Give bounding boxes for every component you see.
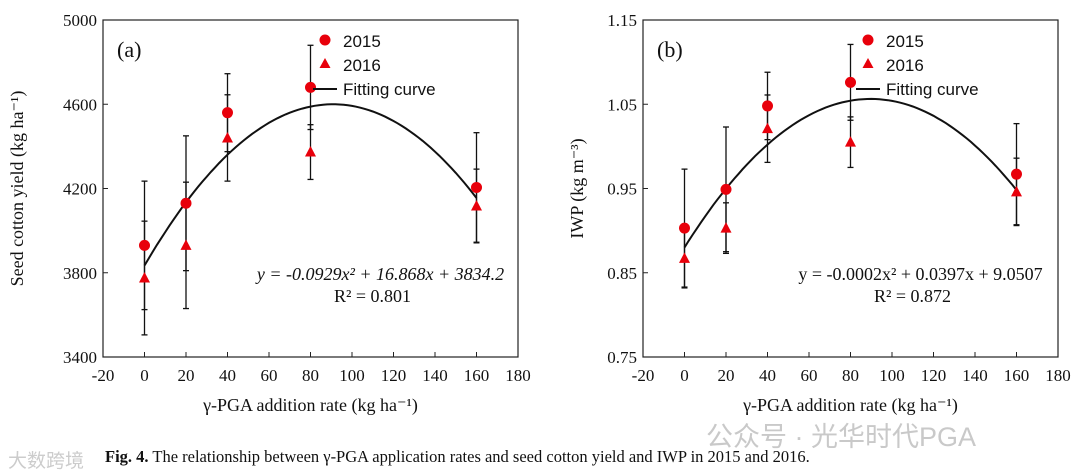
y-axis-label: IWP (kg m⁻³) — [567, 138, 588, 238]
legend-label-2015: 2015 — [343, 32, 381, 51]
x-tick-label: 160 — [464, 366, 490, 385]
y-axis-label: Seed cotton yield (kg ha⁻¹) — [7, 91, 28, 287]
caption-fig-number: Fig. 4. — [105, 447, 149, 466]
y-tick-label: 3400 — [63, 348, 97, 367]
legend-marker-2016 — [319, 58, 331, 68]
point-2016 — [471, 199, 482, 211]
y-tick-label: 0.85 — [607, 264, 637, 283]
point-2015 — [1011, 168, 1022, 180]
point-2015 — [471, 181, 482, 193]
x-tick-label: 40 — [219, 366, 236, 385]
point-2016 — [720, 222, 732, 233]
y-tick-label: 0.75 — [607, 348, 637, 367]
x-tick-label: 140 — [962, 366, 988, 385]
fit-equation: y = -0.0002x² + 0.0397x + 9.0507 — [798, 264, 1042, 284]
x-tick-label: -20 — [92, 366, 115, 385]
y-tick-label: 4600 — [63, 95, 97, 114]
legend-label-2016: 2016 — [886, 56, 924, 75]
panel-a: -20 0 20 40 60 80 100 120 140 160 180 3400 3800 4200 4… — [7, 11, 531, 416]
x-axis-label: γ-PGA addition rate (kg ha⁻¹) — [202, 395, 418, 416]
point-2015 — [762, 100, 773, 112]
x-tick-label: 0 — [140, 366, 149, 385]
watermark-wechat: 公众号 · 光华时代PGA — [706, 422, 977, 452]
legend-marker-2016 — [862, 58, 874, 68]
r-squared: R² = 0.872 — [874, 286, 951, 306]
x-tick-label: 120 — [921, 366, 947, 385]
point-2016 — [1011, 185, 1022, 197]
fit-equation: y = -0.0929x² + 16.868x + 3834.2 — [255, 264, 504, 284]
point-2016 — [679, 252, 690, 263]
point-2016 — [222, 131, 233, 143]
y-tick-label: 1.05 — [607, 95, 637, 114]
x-tick-label: 60 — [801, 366, 818, 385]
x-tick-label: 0 — [680, 366, 689, 385]
legend-marker-2015 — [862, 34, 874, 46]
point-2016 — [762, 122, 773, 134]
point-2015 — [180, 197, 192, 209]
point-2016 — [305, 146, 316, 157]
legend-marker-2015 — [319, 34, 331, 46]
x-tick-label: 180 — [1045, 366, 1071, 385]
x-tick-label: 40 — [759, 366, 776, 385]
x-tick-label: 180 — [505, 366, 531, 385]
legend-label-fit: Fitting curve — [343, 80, 436, 99]
point-2016 — [139, 272, 150, 283]
y-tick-label: 4200 — [63, 180, 97, 199]
panel-label: (b) — [657, 37, 683, 62]
watermark-logo: 大数跨境 — [8, 451, 85, 472]
x-axis-label: γ-PGA addition rate (kg ha⁻¹) — [742, 395, 958, 416]
legend-label-2015: 2015 — [886, 32, 924, 51]
y-tick-label: 5000 — [63, 11, 97, 30]
caption-text: The relationship between γ-PGA applicati… — [152, 447, 810, 466]
legend-label-2016: 2016 — [343, 56, 381, 75]
legend-label-fit: Fitting curve — [886, 80, 979, 99]
figure-caption: Fig. 4. The relationship between γ-PGA a… — [105, 447, 810, 467]
point-2015 — [305, 81, 316, 93]
x-tick-label: 80 — [302, 366, 319, 385]
x-tick-label: 100 — [339, 366, 365, 385]
x-tick-label: -20 — [632, 366, 655, 385]
x-tick-label: 20 — [178, 366, 195, 385]
x-tick-label: 100 — [879, 366, 905, 385]
point-2015 — [139, 239, 150, 251]
x-tick-label: 20 — [718, 366, 735, 385]
point-2016 — [845, 136, 856, 147]
panel-label: (a) — [117, 37, 141, 62]
y-tick-label: 0.95 — [607, 180, 637, 199]
point-2015 — [679, 222, 690, 234]
point-2015 — [720, 183, 732, 195]
y-tick-label: 3800 — [63, 264, 97, 283]
point-2015 — [845, 76, 856, 88]
x-tick-label: 160 — [1004, 366, 1030, 385]
x-tick-label: 120 — [381, 366, 407, 385]
point-2016 — [180, 239, 192, 250]
y-tick-label: 1.15 — [607, 11, 637, 30]
point-2015 — [222, 107, 233, 119]
panel-b: -20 0 20 40 60 80 100 120 140 160 180 0.75 0.85 0.95 1… — [567, 11, 1071, 416]
x-tick-label: 140 — [422, 366, 448, 385]
r-squared: R² = 0.801 — [334, 286, 411, 306]
x-tick-label: 80 — [842, 366, 859, 385]
x-tick-label: 60 — [261, 366, 278, 385]
